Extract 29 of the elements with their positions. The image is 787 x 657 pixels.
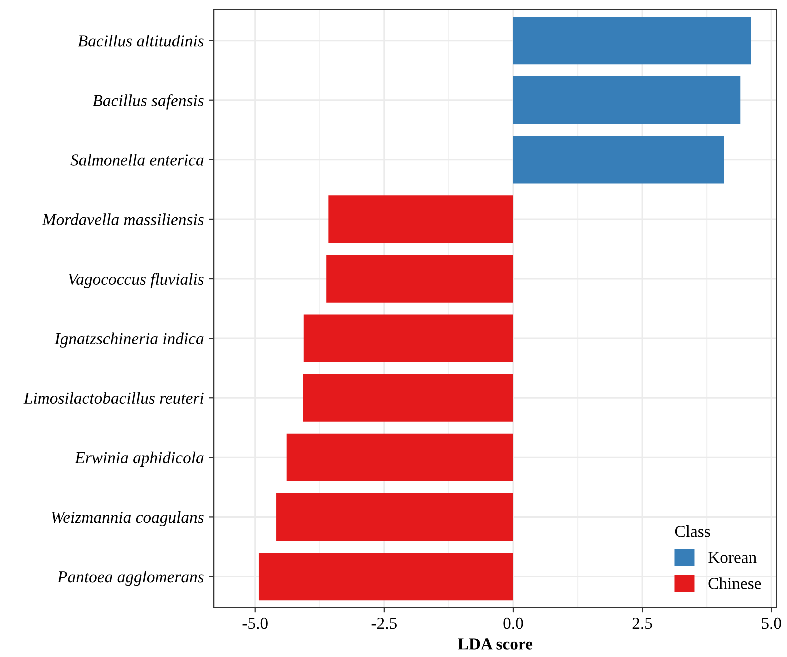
bar: [304, 314, 514, 362]
x-tick-label: 5.0: [762, 618, 782, 630]
y-tick-label: Ignatzschineria indica: [54, 332, 204, 348]
bar: [326, 255, 514, 303]
y-tick-label: Bacillus altitudinis: [78, 35, 204, 47]
bar: [328, 196, 514, 244]
y-tick-label: Erwinia aphidicola: [74, 452, 204, 467]
x-tick-label: 0.0: [504, 618, 524, 630]
y-tick-label: Bacillus safensis: [92, 94, 204, 110]
bar: [513, 17, 752, 65]
legend-label: Korean: [708, 552, 757, 564]
y-tick-label: Vagococcus fluvialis: [68, 273, 204, 288]
x-tick-label: -2.5: [372, 618, 397, 630]
x-tick-label: -5.0: [242, 618, 268, 630]
bar: [303, 374, 514, 422]
y-tick-label: Mordavella massiliensis: [42, 214, 204, 226]
bar: [513, 136, 724, 184]
bar: [513, 76, 741, 124]
x-tick-label: 2.5: [632, 618, 652, 630]
y-tick-label: Weizmannia coagulans: [52, 511, 204, 527]
y-tick-label: Limosilactobacillus reuteri: [24, 392, 204, 404]
bar: [258, 552, 514, 601]
legend-title: Class: [675, 526, 710, 538]
y-tick-label: Pantoea agglomerans: [58, 570, 204, 586]
y-tick-label: Salmonella enterica: [70, 154, 204, 166]
bar: [276, 493, 514, 542]
bar: [286, 434, 514, 482]
legend-label: Chinese: [708, 578, 762, 590]
x-axis-title: LDA score: [458, 638, 533, 650]
